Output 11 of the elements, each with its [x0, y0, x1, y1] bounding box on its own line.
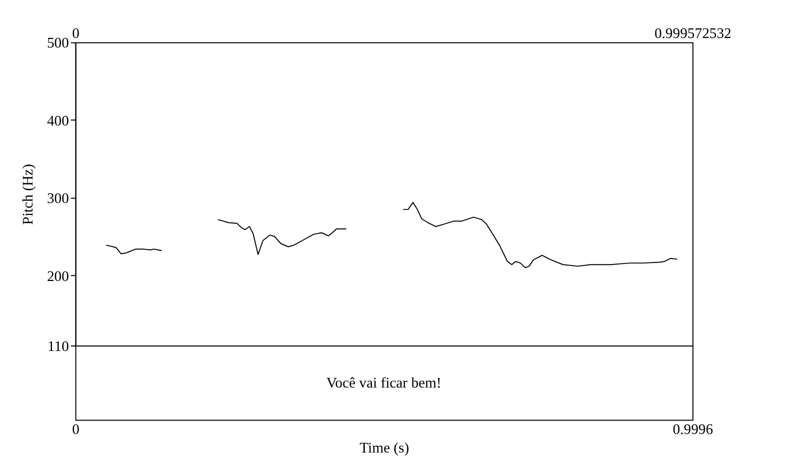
y-axis-title: Pitch (Hz): [20, 164, 36, 225]
y-tick-label: 500: [46, 36, 69, 52]
x2-tick-label: 0.999572532: [654, 26, 732, 42]
y-tick-label: 200: [46, 268, 69, 285]
x-tick-label: 0.9996: [672, 422, 714, 438]
x2-tick-label: 0: [72, 26, 80, 42]
x-axis-title: Time (s): [360, 440, 410, 457]
y-tick-label: 110: [47, 338, 69, 355]
text: Você vai ficar bem!: [326, 376, 442, 392]
y-tick-label: 400: [46, 113, 69, 130]
y-tick-label: 300: [46, 191, 69, 208]
